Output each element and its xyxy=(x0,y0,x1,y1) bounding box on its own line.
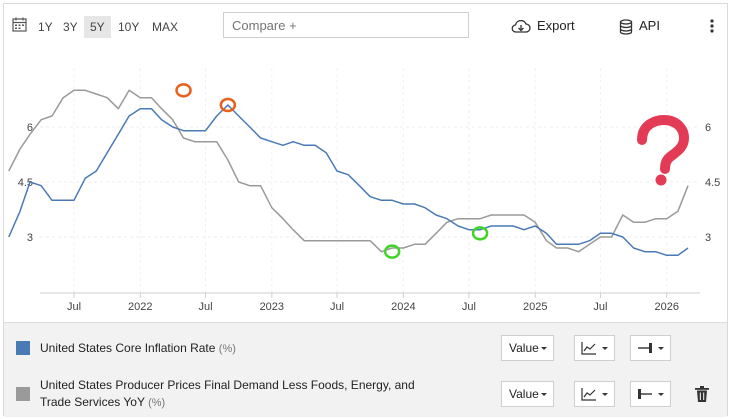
y-tick-label-right: 4.5 xyxy=(705,177,720,189)
x-tick-label: Jul xyxy=(330,301,344,313)
export-button[interactable]: Export xyxy=(511,14,575,38)
annotation-circle-green xyxy=(471,226,489,241)
series-name: United States Producer Prices Final Dema… xyxy=(40,377,415,412)
question-mark-icon xyxy=(637,114,690,186)
series-name: United States Core Inflation Rate (%) xyxy=(40,340,236,358)
series-line-producer-prices xyxy=(8,89,689,253)
compare-input[interactable] xyxy=(223,12,469,38)
axis-dropdown[interactable] xyxy=(630,335,671,361)
x-tick-label: Jul xyxy=(67,301,81,313)
legend-row-producer-prices: United States Producer Prices Final Dema… xyxy=(4,377,727,411)
annotation-circle-orange xyxy=(219,97,237,113)
legend-panel: United States Core Inflation Rate (%) Va… xyxy=(4,322,727,417)
x-tick-label: Jul xyxy=(462,301,476,313)
series-line-core-inflation xyxy=(8,104,689,257)
trash-icon[interactable] xyxy=(694,385,710,403)
annotation-circle-green xyxy=(383,244,401,259)
axis-left-icon xyxy=(638,389,652,399)
toolbar: 1Y 3Y 5Y 10Y MAX Export API xyxy=(4,4,727,48)
y-tick-label-right: 6 xyxy=(705,122,711,134)
range-max[interactable]: MAX xyxy=(152,20,179,34)
calendar-icon[interactable] xyxy=(12,17,27,32)
chart-series xyxy=(8,89,689,257)
chevron-down-icon xyxy=(541,393,547,396)
range-5y[interactable]: 5Y xyxy=(84,16,111,38)
line-chart: 3 34.5 4.56 6 Jul 2022 Jul 2023 Jul 2024 Jul 2025 J… xyxy=(8,68,721,313)
x-tick-label: 2026 xyxy=(654,301,678,313)
x-tick-label: 2024 xyxy=(391,301,415,313)
question-mark-hook xyxy=(637,114,690,174)
x-axis-labels: Jul 2022 Jul 2023 Jul 2024 Jul 2025 Jul 2026 xyxy=(67,301,679,313)
chart-type-dropdown[interactable] xyxy=(574,381,615,407)
api-button[interactable]: API xyxy=(619,14,660,38)
axis-right-icon xyxy=(638,343,652,353)
question-mark-dot xyxy=(655,174,667,186)
y-axis-labels: 3 34.5 4.56 6 xyxy=(18,122,721,244)
y-tick-label-left: 6 xyxy=(27,122,33,134)
series-name-line2: Trade Services YoY xyxy=(40,395,145,409)
value-dropdown-label: Value xyxy=(509,387,539,401)
annotation-circle-orange xyxy=(175,83,192,98)
series-color-swatch[interactable] xyxy=(16,387,30,401)
range-3y[interactable]: 3Y xyxy=(63,20,78,34)
line-chart-icon xyxy=(581,342,596,355)
x-tick-label: 2025 xyxy=(523,301,547,313)
api-label: API xyxy=(639,18,660,33)
x-tick-label: 2023 xyxy=(260,301,284,313)
range-10y[interactable]: 10Y xyxy=(118,20,140,34)
chevron-down-icon xyxy=(541,347,547,350)
chart-widget: 1Y 3Y 5Y 10Y MAX Export API 334.54.566 J xyxy=(3,3,728,417)
export-label: Export xyxy=(537,18,575,33)
y-tick-label-right: 3 xyxy=(705,232,711,244)
chevron-down-icon xyxy=(602,393,608,396)
x-tick-label: Jul xyxy=(198,301,212,313)
legend-row-core-inflation: United States Core Inflation Rate (%) Va… xyxy=(4,335,727,361)
series-unit: (%) xyxy=(148,397,166,409)
chevron-down-icon xyxy=(658,393,664,396)
chart-grid xyxy=(40,68,700,298)
series-unit: (%) xyxy=(218,343,236,355)
chevron-down-icon xyxy=(658,347,664,350)
chart-annotations xyxy=(175,83,489,259)
cloud-download-icon xyxy=(511,19,531,33)
x-tick-label: Jul xyxy=(593,301,607,313)
series-name-line1: United States Producer Prices Final Dema… xyxy=(40,378,415,392)
line-chart-icon xyxy=(581,388,596,401)
series-name-text: United States Core Inflation Rate xyxy=(40,341,216,355)
y-tick-label-left: 3 xyxy=(27,232,33,244)
chevron-down-icon xyxy=(602,347,608,350)
x-tick-label: 2022 xyxy=(128,301,152,313)
database-icon xyxy=(619,18,633,35)
value-dropdown[interactable]: Value xyxy=(501,381,554,407)
more-options-icon[interactable] xyxy=(704,16,720,36)
value-dropdown[interactable]: Value xyxy=(501,335,554,361)
series-color-swatch[interactable] xyxy=(16,341,30,355)
axis-dropdown[interactable] xyxy=(630,381,671,407)
range-1y[interactable]: 1Y xyxy=(38,20,53,34)
value-dropdown-label: Value xyxy=(509,341,539,355)
chart-type-dropdown[interactable] xyxy=(574,335,615,361)
